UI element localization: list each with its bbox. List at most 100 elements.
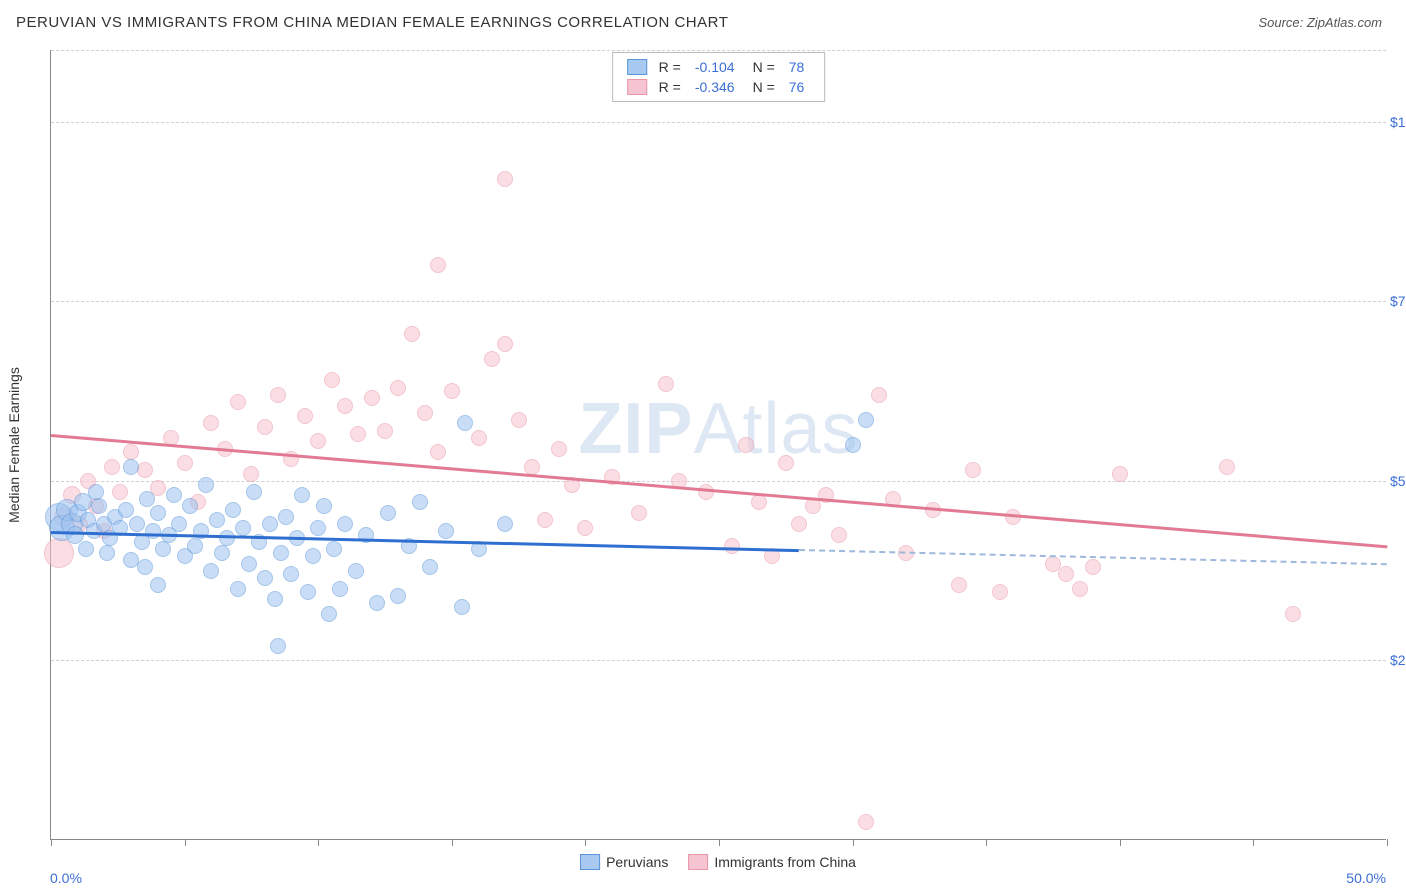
scatter-point bbox=[484, 351, 500, 367]
x-tick bbox=[1120, 839, 1121, 846]
x-tick bbox=[1253, 839, 1254, 846]
scatter-point bbox=[831, 527, 847, 543]
legend-swatch bbox=[627, 79, 647, 95]
scatter-point bbox=[246, 484, 262, 500]
scatter-point bbox=[310, 520, 326, 536]
scatter-point bbox=[104, 459, 120, 475]
scatter-point bbox=[187, 538, 203, 554]
y-axis-title: Median Female Earnings bbox=[6, 367, 22, 523]
n-label: N = bbox=[753, 79, 775, 95]
scatter-point bbox=[631, 505, 647, 521]
scatter-point bbox=[214, 545, 230, 561]
scatter-point bbox=[537, 512, 553, 528]
scatter-point bbox=[551, 441, 567, 457]
scatter-point bbox=[310, 433, 326, 449]
scatter-point bbox=[992, 584, 1008, 600]
scatter-point bbox=[241, 556, 257, 572]
x-tick bbox=[185, 839, 186, 846]
scatter-point bbox=[350, 426, 366, 442]
x-tick bbox=[986, 839, 987, 846]
scatter-point bbox=[1058, 566, 1074, 582]
scatter-point bbox=[791, 516, 807, 532]
scatter-point bbox=[417, 405, 433, 421]
y-tick-label: $50,000 bbox=[1390, 473, 1406, 489]
scatter-point bbox=[457, 415, 473, 431]
scatter-point bbox=[380, 505, 396, 521]
scatter-point bbox=[230, 394, 246, 410]
scatter-point bbox=[182, 498, 198, 514]
scatter-point bbox=[1072, 581, 1088, 597]
r-value: -0.346 bbox=[695, 79, 735, 95]
n-value: 78 bbox=[789, 59, 805, 75]
r-label: R = bbox=[659, 79, 681, 95]
scatter-point bbox=[235, 520, 251, 536]
x-label-right: 50.0% bbox=[1346, 870, 1386, 886]
stats-legend-row: R = -0.346 N = 76 bbox=[613, 77, 825, 97]
scatter-point bbox=[267, 591, 283, 607]
legend-item: Peruvians bbox=[580, 854, 668, 870]
plot-area: ZIPAtlas R =-0.104N =78R =-0.346N =76 $2… bbox=[50, 50, 1386, 840]
scatter-point bbox=[497, 171, 513, 187]
scatter-point bbox=[377, 423, 393, 439]
legend-label: Immigrants from China bbox=[714, 854, 856, 870]
scatter-point bbox=[150, 577, 166, 593]
x-tick bbox=[853, 839, 854, 846]
scatter-point bbox=[270, 387, 286, 403]
scatter-point bbox=[283, 566, 299, 582]
scatter-point bbox=[337, 516, 353, 532]
scatter-point bbox=[230, 581, 246, 597]
legend-swatch bbox=[580, 854, 600, 870]
scatter-point bbox=[326, 541, 342, 557]
stats-legend: R =-0.104N =78R =-0.346N =76 bbox=[612, 52, 826, 102]
scatter-point bbox=[390, 588, 406, 604]
scatter-point bbox=[118, 502, 134, 518]
scatter-point bbox=[177, 455, 193, 471]
scatter-point bbox=[294, 487, 310, 503]
scatter-point bbox=[198, 477, 214, 493]
scatter-point bbox=[305, 548, 321, 564]
scatter-point bbox=[225, 502, 241, 518]
scatter-point bbox=[91, 498, 107, 514]
scatter-point bbox=[155, 541, 171, 557]
scatter-point bbox=[364, 390, 380, 406]
y-tick-label: $100,000 bbox=[1390, 114, 1406, 130]
scatter-point bbox=[257, 419, 273, 435]
scatter-point bbox=[778, 455, 794, 471]
scatter-point bbox=[951, 577, 967, 593]
source-label: Source: ZipAtlas.com bbox=[1258, 15, 1382, 30]
r-label: R = bbox=[659, 59, 681, 75]
scatter-point bbox=[203, 563, 219, 579]
x-tick bbox=[585, 839, 586, 846]
scatter-point bbox=[348, 563, 364, 579]
scatter-point bbox=[316, 498, 332, 514]
x-tick bbox=[318, 839, 319, 846]
scatter-point bbox=[257, 570, 273, 586]
scatter-point bbox=[1085, 559, 1101, 575]
scatter-point bbox=[430, 444, 446, 460]
x-tick bbox=[719, 839, 720, 846]
n-label: N = bbox=[753, 59, 775, 75]
scatter-point bbox=[422, 559, 438, 575]
header: PERUVIAN VS IMMIGRANTS FROM CHINA MEDIAN… bbox=[0, 0, 1406, 41]
scatter-point bbox=[129, 516, 145, 532]
scatter-point bbox=[137, 559, 153, 575]
y-tick-label: $75,000 bbox=[1390, 293, 1406, 309]
scatter-point bbox=[454, 599, 470, 615]
scatter-point bbox=[390, 380, 406, 396]
scatter-point bbox=[243, 466, 259, 482]
scatter-point bbox=[297, 408, 313, 424]
bottom-legend: Peruvians Immigrants from China bbox=[580, 854, 856, 870]
scatter-point bbox=[166, 487, 182, 503]
scatter-point bbox=[270, 638, 286, 654]
scatter-point bbox=[658, 376, 674, 392]
scatter-point bbox=[858, 814, 874, 830]
n-value: 76 bbox=[789, 79, 805, 95]
scatter-point bbox=[321, 606, 337, 622]
x-label-left: 0.0% bbox=[50, 870, 82, 886]
scatter-point bbox=[497, 516, 513, 532]
scatter-point bbox=[524, 459, 540, 475]
scatter-point bbox=[150, 505, 166, 521]
legend-swatch bbox=[627, 59, 647, 75]
gridline bbox=[51, 122, 1386, 123]
scatter-point bbox=[965, 462, 981, 478]
